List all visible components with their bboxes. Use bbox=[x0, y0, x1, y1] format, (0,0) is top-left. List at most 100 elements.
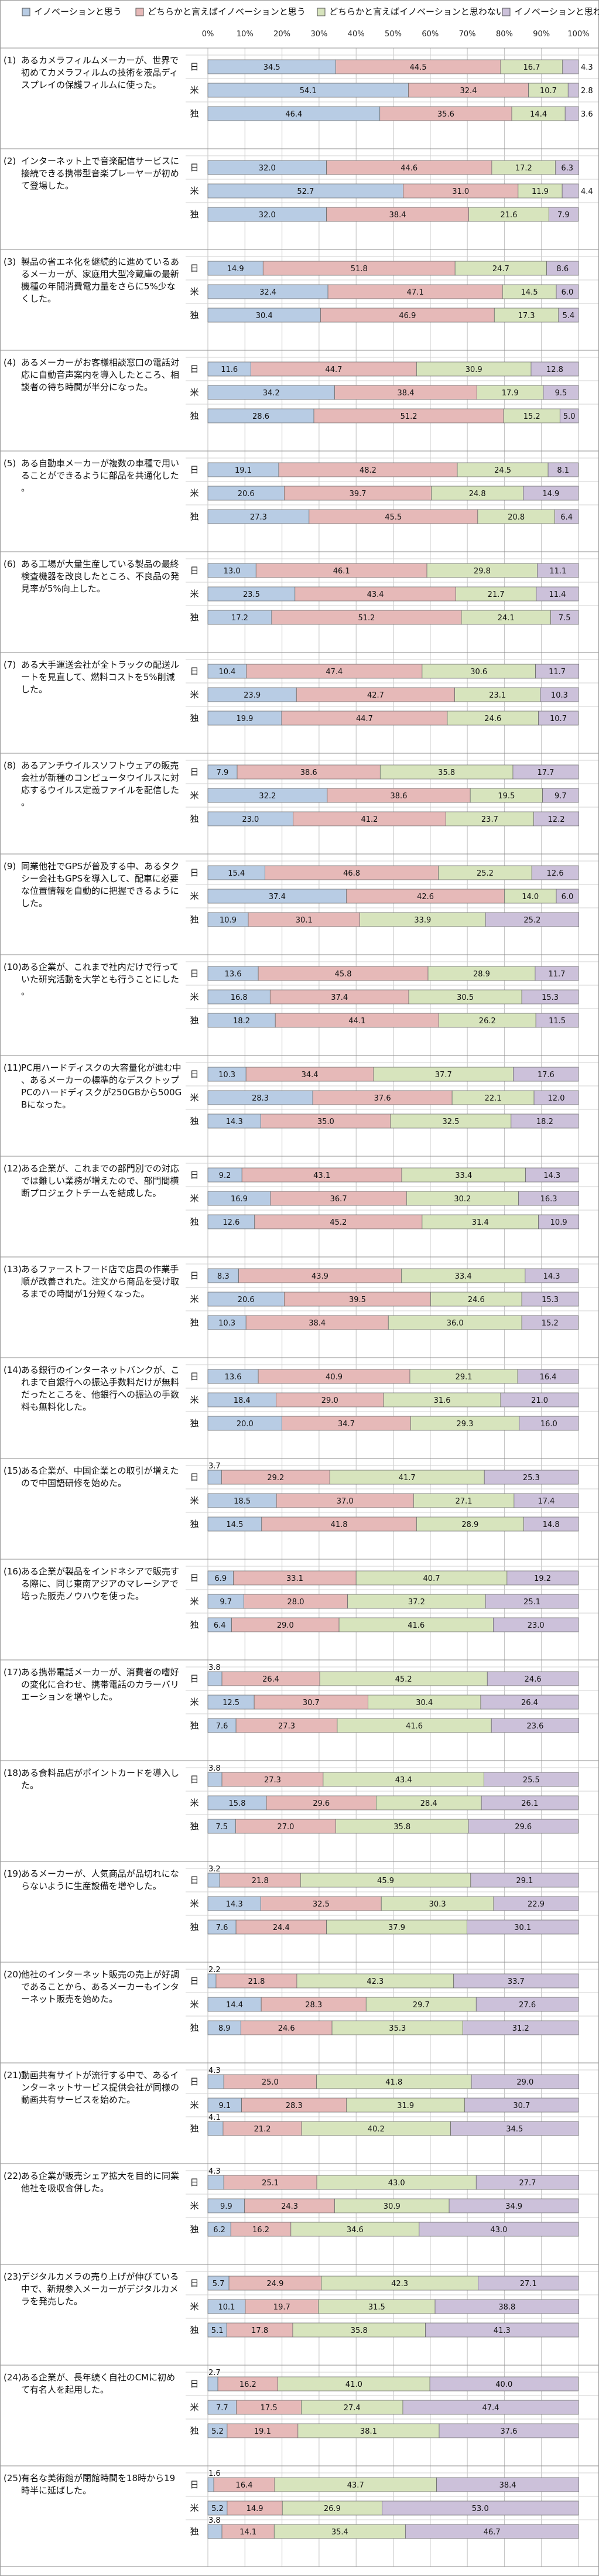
country-label: 米 bbox=[190, 1495, 198, 1506]
data-label: 14.8 bbox=[543, 1521, 560, 1529]
bar-segment bbox=[533, 811, 580, 826]
bar-segment bbox=[261, 1113, 391, 1129]
bar-segment bbox=[416, 361, 532, 377]
data-label: 23.5 bbox=[243, 590, 260, 599]
question-number: (12) bbox=[4, 1163, 22, 1174]
bar-segment bbox=[275, 1013, 439, 1028]
bar-segment bbox=[533, 1090, 579, 1105]
question-number: (2) bbox=[4, 156, 16, 166]
bar-segment bbox=[512, 764, 579, 780]
question-panel: (7) ある大手運送会社が全トラックの配送ルートを見直して、燃料コストを5%削減し… bbox=[1, 652, 598, 726]
bar-segment bbox=[346, 889, 505, 904]
bar-segment bbox=[226, 2322, 293, 2338]
bar-segment bbox=[470, 1873, 579, 1888]
bar-segment bbox=[468, 207, 549, 222]
bar-segment bbox=[319, 1671, 488, 1686]
bar-segment bbox=[373, 1067, 514, 1082]
bar-segment bbox=[554, 509, 579, 524]
bar-segment bbox=[233, 1570, 357, 1586]
data-label: 47.1 bbox=[407, 288, 424, 297]
bar-segment bbox=[368, 1694, 481, 1710]
data-label: 24.6 bbox=[484, 715, 501, 723]
data-label: 14.3 bbox=[543, 1272, 560, 1281]
bar-segment bbox=[282, 2500, 382, 2516]
data-label: 29.7 bbox=[413, 2001, 430, 2010]
data-label: 5.2 bbox=[211, 2505, 224, 2513]
bar-segment bbox=[537, 563, 579, 578]
bar-segment bbox=[278, 462, 458, 477]
bar-segment bbox=[556, 889, 579, 904]
data-label: 36.7 bbox=[330, 1195, 347, 1204]
bar-segment bbox=[375, 1795, 482, 1810]
data-label: 38.1 bbox=[360, 2427, 377, 2436]
data-label: 5.2 bbox=[211, 2427, 224, 2436]
bar-segment bbox=[207, 2097, 242, 2113]
bar-segment bbox=[207, 1493, 277, 1508]
bar-segment bbox=[477, 509, 555, 524]
bar-segment bbox=[321, 2276, 478, 2291]
data-label: 31.4 bbox=[472, 1218, 489, 1227]
country-label: 日 bbox=[190, 1875, 198, 1885]
question-panel: (1) あるカメラフィルムメーカーが、世界で初めてカメラフィルムの技術を液晶ディス… bbox=[1, 47, 598, 121]
data-label: 26.1 bbox=[521, 1799, 538, 1808]
bar-segment bbox=[540, 687, 579, 702]
bar-segment bbox=[493, 1617, 579, 1632]
country-label: 米 bbox=[190, 1898, 198, 1909]
bar-segment bbox=[261, 1997, 367, 2012]
data-label: 33.7 bbox=[508, 1977, 525, 1986]
bar-segment bbox=[207, 2074, 224, 2089]
data-label: 23.7 bbox=[481, 815, 498, 824]
data-label: 20.8 bbox=[508, 513, 525, 522]
data-label: 17.3 bbox=[518, 312, 535, 320]
bar-segment bbox=[241, 2097, 347, 2113]
bar-segment bbox=[207, 586, 296, 602]
data-label: 6.0 bbox=[562, 893, 574, 901]
data-label: 30.1 bbox=[296, 916, 313, 925]
data-label: 27.7 bbox=[519, 2179, 536, 2188]
data-label: 30.6 bbox=[470, 668, 487, 677]
data-label: 32.5 bbox=[442, 1118, 459, 1126]
data-label: 44.5 bbox=[410, 63, 427, 72]
data-label: 18.5 bbox=[234, 1497, 251, 1506]
data-label: 31.6 bbox=[434, 1396, 451, 1405]
question-panel: (3) 製品の省エネ化を継続的に進めているあるメーカーが、家庭用大型冷蔵庫の最新機… bbox=[1, 249, 598, 323]
data-label: 19.7 bbox=[273, 2303, 290, 2312]
question-text: 製品の省エネ化を継続的に進めているあるメーカーが、家庭用大型冷蔵庫の最新機種の年… bbox=[21, 257, 179, 304]
bar-segment bbox=[562, 183, 579, 199]
bar-segment bbox=[535, 966, 579, 981]
data-label: 19.5 bbox=[498, 792, 515, 801]
data-label: 43.7 bbox=[347, 2481, 364, 2490]
bar-segment bbox=[207, 1772, 223, 1787]
data-label: 9.1 bbox=[218, 2102, 231, 2110]
country-label: 日 bbox=[190, 1170, 198, 1180]
data-label: 39.7 bbox=[350, 490, 367, 498]
x-axis-top: 0% 10% 20% 30% 40% 50% 60% 70% 80% 90% 100% bbox=[202, 30, 590, 39]
bar-segment bbox=[237, 764, 381, 780]
question-panel: (23) デジタルカメラの売り上げが伸びている中で、新規参入メーカーがデジタルカメ… bbox=[1, 2264, 598, 2338]
bar-segment bbox=[408, 83, 529, 98]
question-text: ある大手運送会社が全トラックの配送ルートを見直して、燃料コストを5%削減した。 bbox=[21, 660, 179, 695]
data-label: 30.1 bbox=[514, 1924, 531, 1932]
bar-segment bbox=[360, 912, 486, 927]
data-label: 10.3 bbox=[218, 1071, 235, 1079]
bar-segment bbox=[207, 408, 314, 423]
data-label: 5.4 bbox=[563, 312, 575, 320]
bar-segment bbox=[548, 207, 579, 222]
data-label: 16.4 bbox=[540, 1373, 557, 1382]
question-number: (25) bbox=[4, 2473, 22, 2483]
bar-segment bbox=[558, 308, 579, 323]
data-label: 37.6 bbox=[374, 1094, 391, 1103]
data-label: 21.8 bbox=[252, 1877, 269, 1885]
bar-segment bbox=[438, 1013, 536, 1028]
data-label: 7.5 bbox=[215, 1823, 228, 1832]
bar-segment bbox=[282, 1416, 411, 1431]
question-text: ある自動車メーカーが複数の車種で用いることができるように部品を共通化した。 bbox=[21, 458, 179, 493]
data-label: 29.6 bbox=[313, 1799, 330, 1808]
data-label: 24.7 bbox=[492, 265, 509, 274]
legend-label: イノベーションと思う bbox=[34, 6, 122, 17]
x-tick-label: 20% bbox=[273, 30, 290, 39]
data-label: 30.4 bbox=[416, 1699, 433, 1707]
data-label: 6.4 bbox=[560, 513, 573, 522]
legend-label: どちらかと言えばイノベーションと思う bbox=[148, 6, 306, 17]
data-label: 34.5 bbox=[263, 63, 280, 72]
